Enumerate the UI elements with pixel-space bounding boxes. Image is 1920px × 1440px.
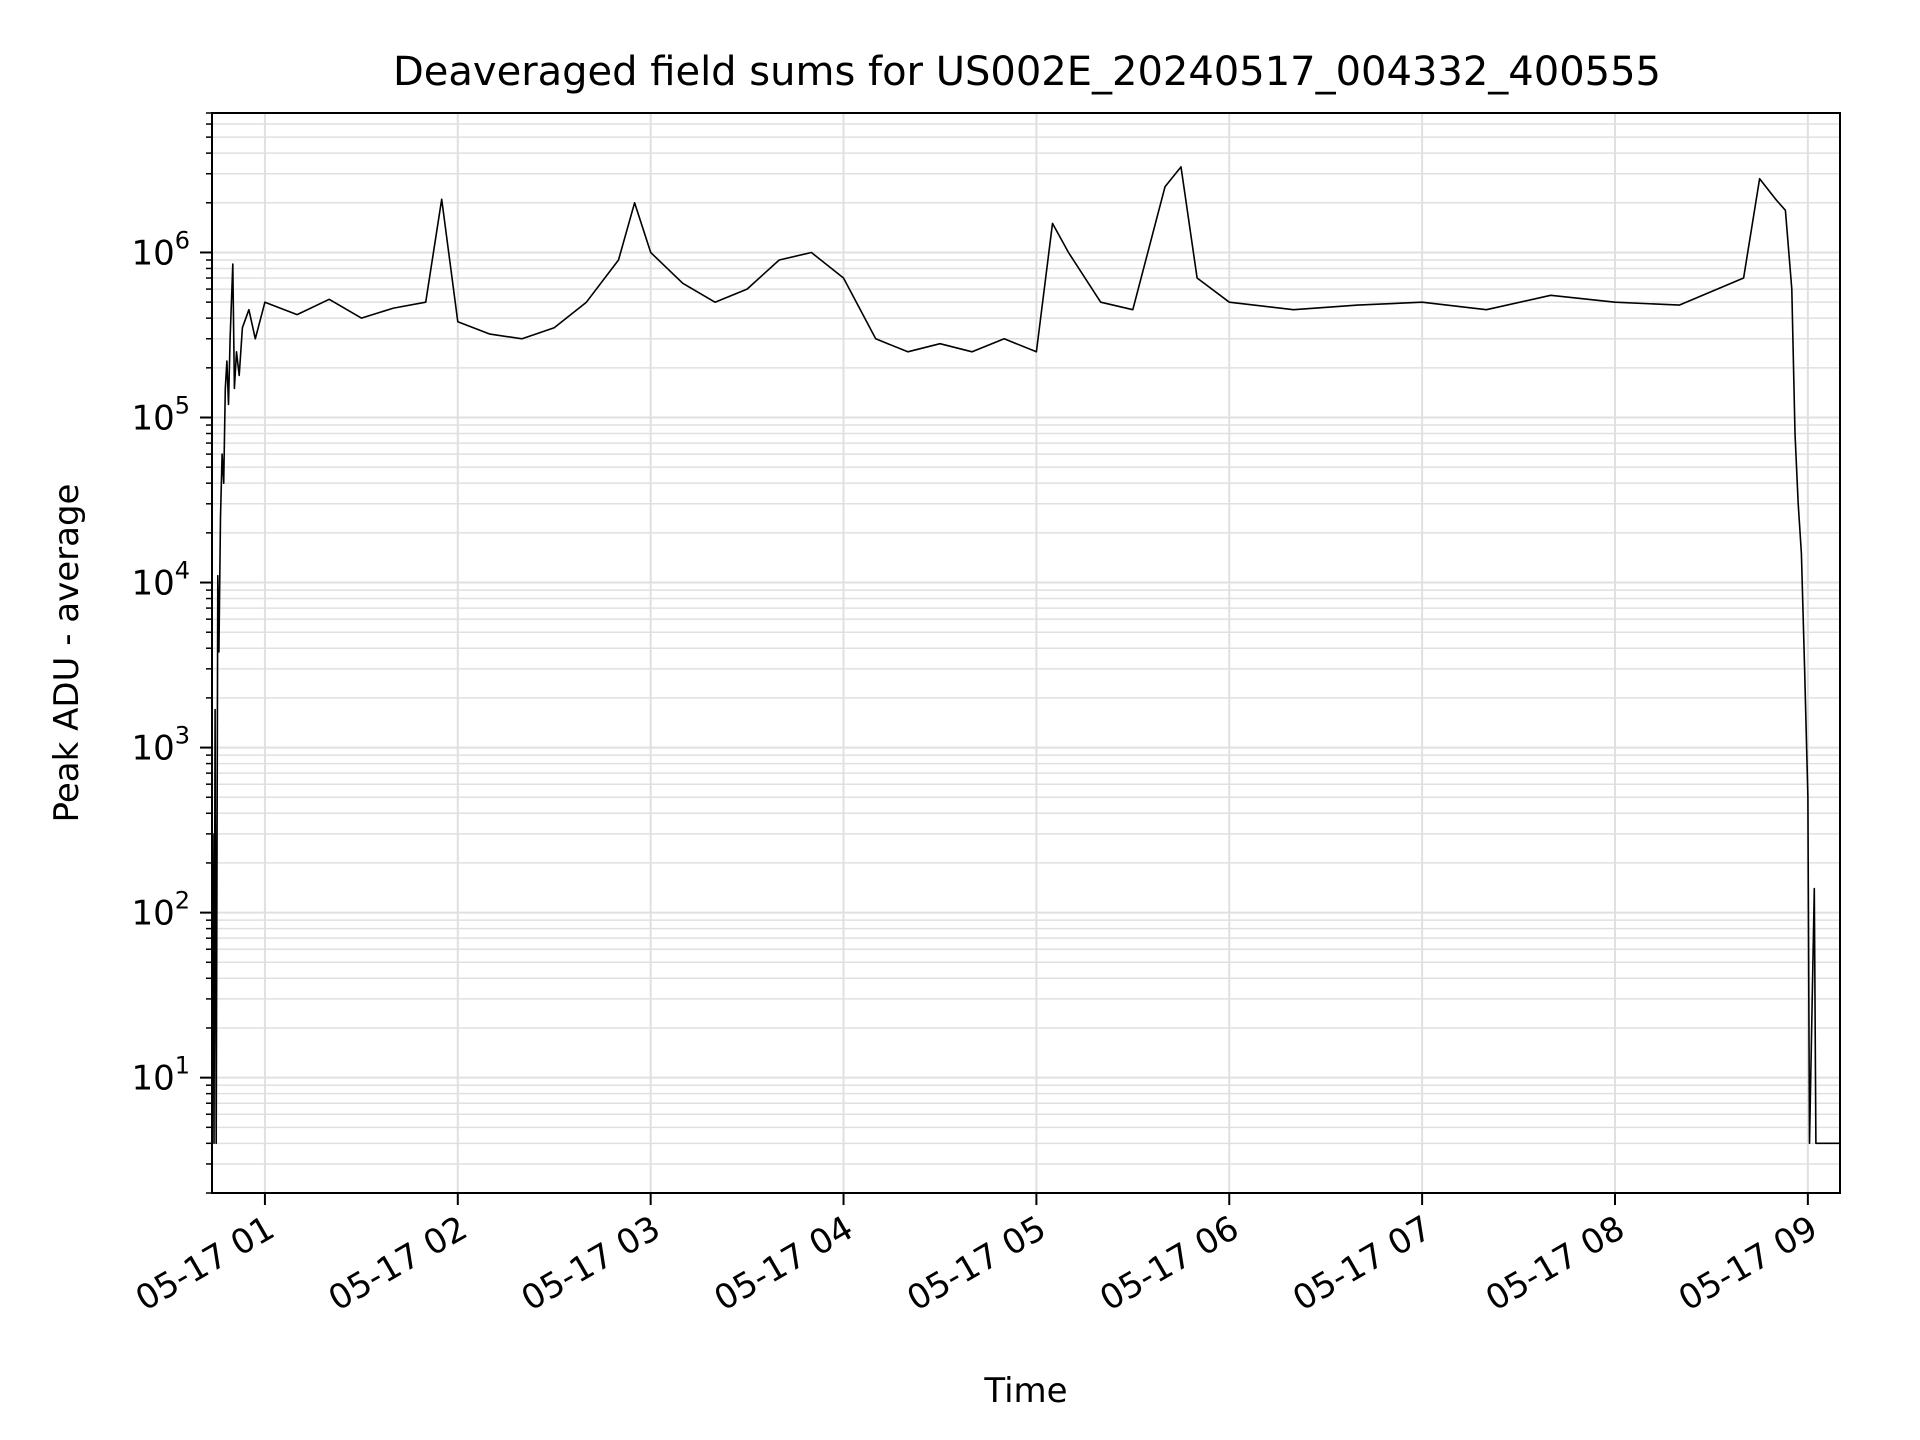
y-tick-label: 104 [131,557,190,604]
axes-frame [211,112,1841,1194]
y-tick-label-base: 10 [131,399,174,439]
y-tick-label-exponent: 6 [175,226,190,254]
y-tick-label-base: 10 [131,564,174,604]
y-tick-label-base: 10 [131,233,174,273]
y-tick-label-base: 10 [131,894,174,934]
y-tick-label-exponent: 3 [175,722,190,750]
chart-title: Deaveraged field sums for US002E_2024051… [393,49,1661,95]
y-tick-label: 106 [131,226,190,273]
x-axis-label: Time [983,1371,1067,1411]
y-axis-label: Peak ADU - average [47,484,87,823]
series-line [211,166,1840,1145]
y-tick-label-exponent: 1 [175,1052,190,1080]
y-tick-label-base: 10 [131,1059,174,1099]
y-tick-label: 101 [131,1052,190,1099]
y-tick-label: 102 [131,887,190,934]
y-tick-label: 103 [131,722,190,769]
grid [212,112,1840,1194]
y-tick-label: 105 [131,392,190,439]
y-tick-label-base: 10 [131,729,174,769]
y-tick-label-exponent: 4 [175,557,190,585]
series-layer [211,166,1840,1145]
y-tick-label-exponent: 2 [175,887,190,915]
y-tick-label-exponent: 5 [175,392,190,420]
